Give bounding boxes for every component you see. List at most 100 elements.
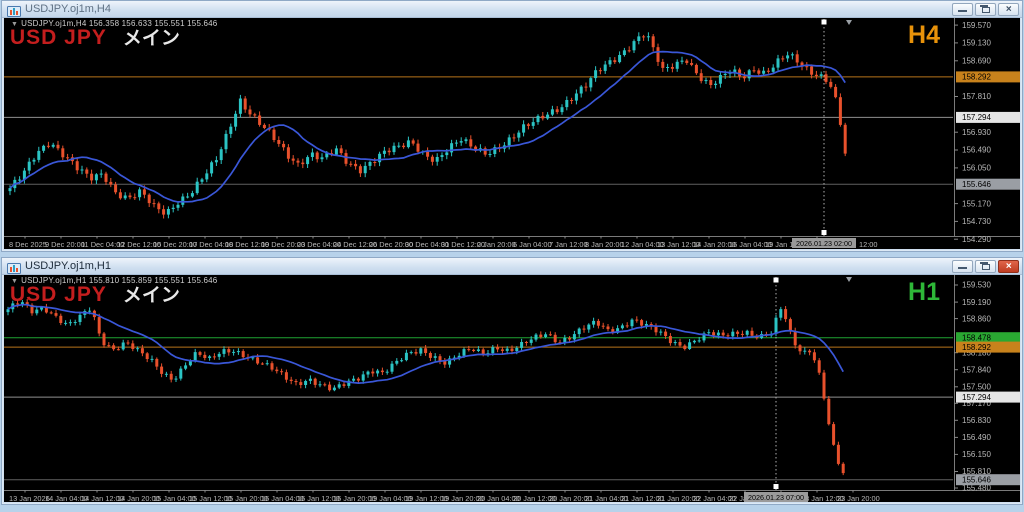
time-cursor-badge-text: 2026.01.23 07:00 [748,493,804,502]
minimize-button[interactable] [952,259,973,273]
price-axis-label: 159.190 [962,298,991,307]
close-icon: × [1005,3,1012,15]
time-axis-label: 12 Jan 04:00 [621,240,664,249]
bar-marker-icon [846,277,852,282]
minimize-button[interactable] [952,2,973,16]
bar-marker-icon [846,20,852,25]
restore-icon [980,4,990,13]
price-axis-label: 157.500 [962,383,991,392]
timeframe-label: H4 [908,21,940,49]
time-axis-label: 20 Jan 12:00 [513,494,556,502]
time-axis-label: 19 Jan 12:00 [765,240,808,249]
time-axis-label: 13 Jan 2026 [9,494,50,502]
window-titlebar[interactable]: USDJPY.oj1m,H1 × [2,258,1022,275]
chart-window-icon [7,261,21,274]
price-level-badge-text: 155.646 [962,475,991,484]
time-cursor-badge-text: 2026.01.23 02:00 [796,239,852,248]
candles-series [6,299,845,476]
close-button[interactable]: × [998,259,1019,273]
time-axis-label: 20 Jan 04:00 [477,494,520,502]
ohlc-readout: ▼ USDJPY.oj1m,H4 156.358 156.633 155.551 … [11,19,217,28]
time-cursor-badge [744,492,808,502]
price-level-badge-text: 155.646 [962,180,991,189]
minimize-icon [958,9,967,12]
time-axis-label: 8 Dec 2025 [9,240,47,249]
time-axis-label: 6 Jan 04:00 [513,240,552,249]
price-axis-label: 158.690 [962,57,991,66]
vline-handle-top[interactable] [821,19,827,25]
time-axis-label: 21 Jan 04:00 [585,494,628,502]
vline-handle-bottom[interactable] [821,230,827,235]
time-axis-label: 16 Jan 12:00 [297,494,340,502]
price-level-badge-text: 158.292 [962,343,991,352]
price-axis-label: 156.930 [962,128,991,137]
chart-area-h4: USD JPY メイン 159.570 159.130 158.690 157.810 1… [4,18,1020,249]
price-axis[interactable]: 159.570 159.130 158.690 157.810 156.930 156.4… [954,21,1020,244]
price-level-badge-text: 158.478 [962,333,991,342]
price-level-badge [956,178,1020,190]
moving-average-line [9,50,846,203]
time-axis-label: 14 Jan 20:00 [693,240,736,249]
watermark-suffix: メイン [122,28,180,49]
time-axis-label: 23 Dec 04:00 [297,240,341,249]
time-axis-label: 16 Jan 04:00 [261,494,304,502]
watermark-suffix: メイン [122,285,180,306]
time-axis-label: 23 Jan 20:00 [837,494,880,502]
close-button[interactable]: × [998,2,1019,16]
restore-button[interactable] [975,2,996,16]
price-level-badge [956,341,1020,353]
time-axis-label: 21 Jan 20:00 [657,494,700,502]
price-level-badge-text: 157.294 [962,113,991,122]
price-axis-label: 154.290 [962,235,991,244]
price-axis[interactable]: 159.530 159.190 158.860 158.180 157.840 157.5… [954,281,1020,493]
ohlc-symbol: USDJPY.oj1m,H4 [21,19,87,28]
time-axis-label: 12:00 [859,240,878,249]
vline-handle-bottom[interactable] [773,484,779,489]
time-axis-label: 11 Dec 04:00 [81,240,124,249]
time-axis-label: 19 Dec 20:00 [261,240,305,249]
time-axis-label: 13 Jan 12:00 [657,240,700,249]
symbol-dropdown-arrow-icon[interactable]: ▼ [11,21,19,28]
vline-handle-top[interactable] [773,277,779,283]
window-titlebar[interactable]: USDJPY.oj1m,H4 × [2,1,1022,18]
price-axis-label: 159.530 [962,281,991,290]
time-axis-label: 16 Jan 04:00 [729,240,772,249]
time-cursor-badge [792,238,856,248]
price-axis-label: 155.170 [962,199,991,208]
ohlc-readout: ▼ USDJPY.oj1m,H1 155.810 155.859 155.551 … [11,276,217,285]
timeframe-label: H1 [908,278,940,306]
ohlc-symbol: USDJPY.oj1m,H1 [21,276,87,285]
price-axis-label: 157.840 [962,365,991,374]
price-axis-label: 158.860 [962,314,991,323]
candlestick-chart-h1[interactable]: 159.530 159.190 158.860 158.180 157.840 157.5… [4,275,1020,502]
chart-window-icon [7,4,21,17]
time-axis-label: 15 Jan 20:00 [225,494,268,502]
price-level-badge [956,111,1020,123]
time-axis-label: 20 Jan 20:00 [549,494,592,502]
time-axis-label: 31 Dec 12:00 [441,240,485,249]
candlestick-chart-h4[interactable]: 159.570 159.130 158.690 157.810 156.930 156.4… [4,18,1020,249]
restore-button[interactable] [975,259,996,273]
ohlc-values: 155.810 155.859 155.551 155.646 [88,276,218,285]
time-axis-label: 19 Jan 20:00 [441,494,484,502]
watermark-pair: USD JPY [10,26,107,49]
time-axis-label: 15 Jan 12:00 [189,494,232,502]
price-axis-label: 156.490 [962,433,991,442]
price-axis-label: 159.570 [962,21,991,30]
chart-window-h1: USDJPY.oj1m,H1 × USD JPY メイン 159.530 159.1… [1,257,1023,505]
price-axis-label: 155.810 [962,467,991,476]
time-axis-label: 7 Jan 12:00 [549,240,588,249]
time-axis-label: 18 Dec 12:00 [225,240,269,249]
symbol-dropdown-arrow-icon[interactable]: ▼ [11,278,19,285]
time-axis-label: 9 Dec 20:00 [45,240,85,249]
time-axis-label: 8 Jan 20:00 [585,240,624,249]
time-axis-label: 15 Jan 04:00 [153,494,196,502]
time-axis-label: 19 Jan 12:00 [405,494,448,502]
horizontal-level-lines [4,76,953,185]
price-axis-label: 155.480 [962,484,991,493]
price-level-badge-text: 157.294 [962,393,991,402]
close-icon: × [1005,260,1012,272]
